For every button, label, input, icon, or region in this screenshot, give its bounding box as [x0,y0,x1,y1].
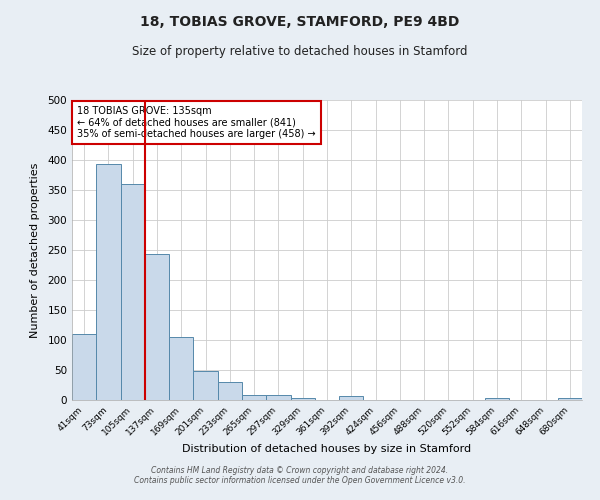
Bar [72,334,96,400]
Bar [290,398,315,400]
Bar [121,184,145,400]
Bar [266,395,290,400]
Bar [339,396,364,400]
Y-axis label: Number of detached properties: Number of detached properties [31,162,40,338]
Bar [169,337,193,400]
Text: Contains HM Land Registry data © Crown copyright and database right 2024.
Contai: Contains HM Land Registry data © Crown c… [134,466,466,485]
Bar [96,164,121,400]
Bar [145,254,169,400]
Bar [558,398,582,400]
Text: 18, TOBIAS GROVE, STAMFORD, PE9 4BD: 18, TOBIAS GROVE, STAMFORD, PE9 4BD [140,15,460,29]
Bar [218,382,242,400]
X-axis label: Distribution of detached houses by size in Stamford: Distribution of detached houses by size … [182,444,472,454]
Text: Size of property relative to detached houses in Stamford: Size of property relative to detached ho… [132,45,468,58]
Bar [485,398,509,400]
Bar [242,394,266,400]
Text: 18 TOBIAS GROVE: 135sqm
← 64% of detached houses are smaller (841)
35% of semi-d: 18 TOBIAS GROVE: 135sqm ← 64% of detache… [77,106,316,139]
Bar [193,370,218,400]
